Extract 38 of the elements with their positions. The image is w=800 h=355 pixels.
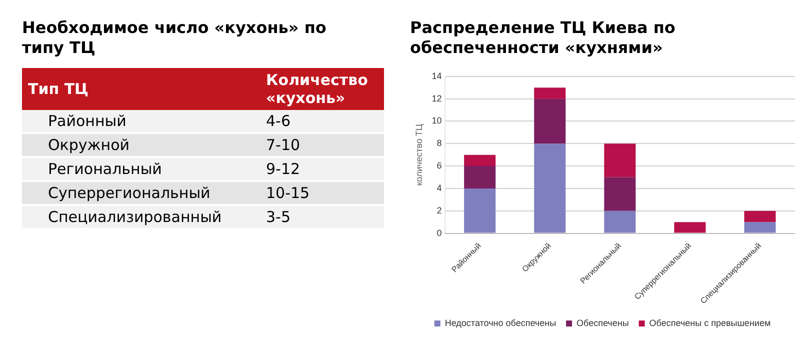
category-label: Суперрегиональный [22, 181, 260, 205]
bar [744, 210, 776, 222]
y-tick-label: 8 [436, 138, 442, 148]
y-tick-label: 10 [432, 116, 442, 126]
text: 10-15 [266, 184, 310, 202]
bar [534, 98, 566, 144]
text: 3-5 [266, 208, 290, 226]
y-tick-label: 12 [432, 93, 442, 104]
legend-label: Обеспечены с превышением [649, 318, 771, 328]
bar [604, 177, 636, 211]
bar [464, 154, 496, 166]
bar [604, 210, 636, 233]
chart-title: Распределение ТЦ Киева по обеспеченности «кухнями» [410, 18, 676, 58]
bar [534, 88, 566, 99]
bar [534, 144, 566, 233]
category-label: Окружной [22, 133, 260, 157]
bar [464, 188, 496, 233]
y-tick-label: 2 [436, 205, 442, 216]
y-axis-title: количество ТЦ [414, 124, 424, 186]
bar [604, 144, 636, 178]
text: Количество «кухонь» [260, 68, 384, 110]
y-tick-label: 4 [436, 182, 442, 193]
category-label: Региональный [22, 157, 260, 181]
text: Тип ТЦ [22, 68, 260, 110]
category-label: Специализированный [22, 205, 260, 229]
bar [744, 222, 776, 233]
bar [464, 166, 496, 188]
y-tick-label: 0 [436, 228, 442, 238]
text: Необходимое число «кухонь» по типу ТЦ [22, 18, 328, 58]
y-tick-label: 6 [436, 160, 442, 171]
category-label: Районный [22, 110, 260, 133]
legend-label: Недостаточно обеспечены [444, 318, 556, 328]
text: 7-10 [266, 136, 300, 154]
legend-label: Обеспечены [576, 318, 629, 328]
bar [674, 222, 706, 233]
y-tick-label: 14 [432, 70, 442, 81]
text: 4-6 [266, 112, 290, 130]
text: 9-12 [266, 160, 300, 178]
